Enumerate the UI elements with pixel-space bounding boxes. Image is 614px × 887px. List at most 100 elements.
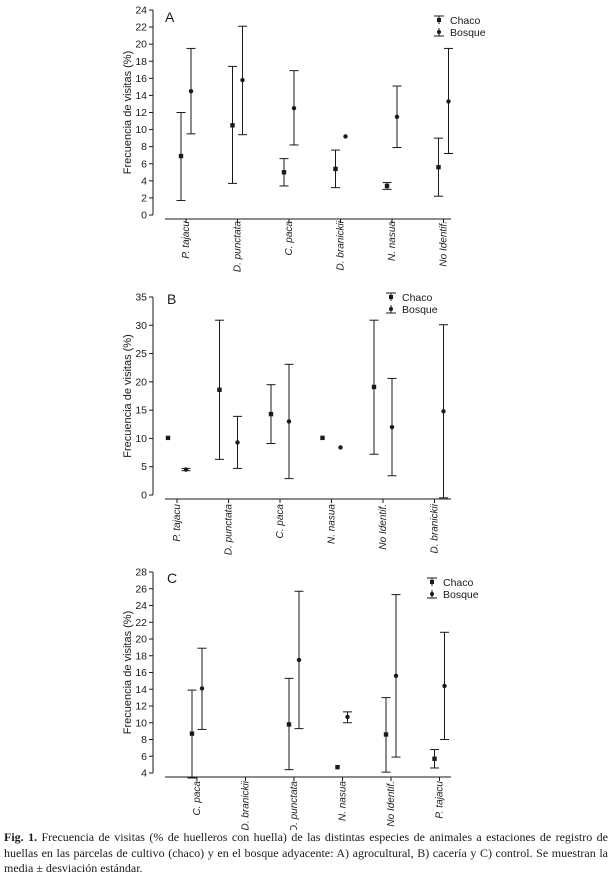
y-tick-label: 20 <box>135 376 147 388</box>
data-point-chaco <box>384 183 390 189</box>
y-tick-label: 35 <box>135 292 147 304</box>
y-tick-label: 20 <box>135 634 147 646</box>
legend-label-chaco: Chaco <box>443 577 474 589</box>
data-point-bosque <box>296 657 302 663</box>
data-point-bosque <box>183 467 189 472</box>
y-tick-label: 30 <box>135 320 147 332</box>
legend-label-bosque: Bosque <box>402 304 438 316</box>
x-tick-label-n-nasua: N. nasua <box>327 504 338 544</box>
y-tick-label: 0 <box>141 490 147 502</box>
data-point-bosque <box>240 77 245 83</box>
legend-marker <box>437 18 441 22</box>
y-tick-label: 14 <box>135 684 147 696</box>
y-tick-label: 28 <box>135 567 147 579</box>
y-tick-label: 2 <box>141 192 147 204</box>
legend-marker <box>430 580 434 584</box>
x-tick-label-n-nasua: N. nasua <box>338 781 349 821</box>
x-tick-label-no-identif: No Identif. <box>378 504 389 550</box>
data-point-bosque <box>188 88 194 94</box>
data-point-bosque <box>389 424 395 430</box>
y-tick-label: 8 <box>141 734 147 746</box>
figure-caption: Fig. 1. Frecuencia de visitas (% de huel… <box>4 830 608 877</box>
data-point-bosque <box>345 714 350 720</box>
series-bosque <box>186 25 453 154</box>
panel-letter: C <box>167 570 177 586</box>
y-tick-label: 24 <box>135 600 147 612</box>
data-point-chaco <box>333 166 338 172</box>
x-tick-label-d-branickii: D. branickii <box>241 780 252 830</box>
x-tick-label-n-nasua: N. nasua <box>387 221 398 261</box>
y-tick-label: 24 <box>135 5 147 17</box>
y-tick-label: 10 <box>135 433 147 445</box>
y-tick-label: 26 <box>135 583 147 595</box>
data-point-chaco <box>432 756 437 761</box>
x-tick-label-no-identif: No Identif. <box>386 781 397 827</box>
y-tick-label: 5 <box>141 461 147 473</box>
y-tick-label: 25 <box>135 348 147 360</box>
data-point-chaco <box>436 164 441 170</box>
series-bosque <box>197 590 449 758</box>
data-point-chaco <box>230 123 235 128</box>
y-tick-label: 20 <box>135 39 147 51</box>
legend-label-bosque: Bosque <box>443 589 479 601</box>
x-tick-label-d-branickii: D. branickii <box>430 503 441 553</box>
data-point-chaco <box>281 170 287 175</box>
legend-marker <box>430 592 434 596</box>
y-tick-label: 22 <box>135 617 147 629</box>
y-tick-label: 6 <box>141 158 147 170</box>
caption-text: Frecuencia de visitas (% de huelleros co… <box>4 830 608 875</box>
data-point-bosque <box>442 683 447 689</box>
y-tick-label: 22 <box>135 22 147 34</box>
data-point-bosque <box>291 106 297 111</box>
data-point-bosque <box>441 409 446 414</box>
y-axis-label: Frecuencia de visitas (%) <box>122 334 134 458</box>
legend-label-chaco: Chaco <box>402 292 433 304</box>
y-tick-label: 6 <box>141 751 147 763</box>
x-tick-label-d-branickii: D. branickii <box>336 220 347 270</box>
legend-marker <box>437 30 441 34</box>
y-tick-label: 15 <box>135 405 147 417</box>
series-bosque <box>181 324 448 499</box>
data-point-bosque <box>338 445 343 450</box>
data-point-bosque <box>343 134 348 139</box>
y-tick-label: 4 <box>141 768 147 780</box>
data-point-bosque <box>394 114 400 119</box>
x-tick-label-p-tajacu: P. tajacu <box>181 221 192 259</box>
legend-marker <box>389 295 393 299</box>
y-tick-label: 18 <box>135 56 147 68</box>
data-point-bosque <box>446 99 451 104</box>
data-point-bosque <box>393 673 399 679</box>
panel-letter: A <box>165 9 175 25</box>
x-tick-label-c-paca: C. paca <box>284 221 295 256</box>
x-tick-label-p-tajacu: P. tajacu <box>435 781 446 819</box>
data-point-bosque <box>199 686 205 691</box>
legend-marker <box>389 307 393 311</box>
data-point-bosque <box>286 419 292 424</box>
legend-label-bosque: Bosque <box>450 27 486 39</box>
y-axis-label: Frecuencia de visitas (%) <box>122 611 134 735</box>
panel-b: 0 5 10 15 20 25 30 35 Frecuencia de visitas (%) B… <box>122 291 451 555</box>
series-chaco <box>187 677 439 779</box>
y-tick-label: 10 <box>135 717 147 729</box>
y-tick-label: 10 <box>135 124 147 136</box>
x-tick-label-d-punctata: D. punctata <box>233 221 244 273</box>
x-tick-label-d-punctata: D. punctata <box>289 781 300 830</box>
y-tick-label: 12 <box>135 107 147 119</box>
y-tick-label: 16 <box>135 667 147 679</box>
data-point-chaco <box>189 731 195 736</box>
data-point-chaco <box>178 153 184 159</box>
y-tick-label: 8 <box>141 141 147 153</box>
y-tick-label: 0 <box>141 210 147 222</box>
data-point-chaco <box>217 387 222 392</box>
data-point-bosque <box>235 440 240 445</box>
series-chaco <box>176 65 443 201</box>
x-tick-label-c-paca: C. paca <box>275 504 286 539</box>
data-point-chaco <box>165 435 171 441</box>
x-tick-label-p-tajacu: P. tajacu <box>172 504 183 542</box>
y-tick-label: 4 <box>141 175 147 187</box>
y-tick-label: 18 <box>135 650 147 662</box>
legend-label-chaco: Chaco <box>450 15 481 27</box>
